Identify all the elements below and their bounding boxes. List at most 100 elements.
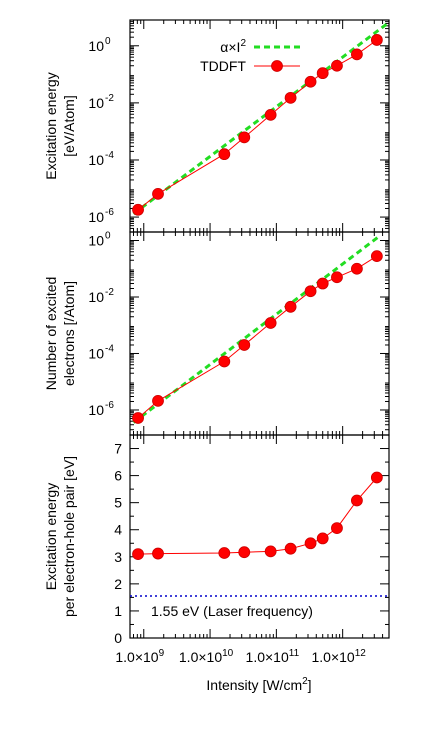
panel-3: 0 1 2 3 4 5 6 7 Excitation energy per electron-ho… bbox=[43, 434, 390, 646]
plot-frame bbox=[129, 434, 390, 639]
y-tick-label: 3 bbox=[114, 549, 122, 565]
x-axis-label-text: Intensity [W/cm bbox=[206, 677, 302, 693]
y-tick-label: 10 bbox=[88, 402, 104, 418]
tddft-point bbox=[316, 532, 329, 545]
tddft-point bbox=[238, 131, 251, 144]
y-tick-label-exp: -4 bbox=[105, 343, 114, 354]
tddft-point bbox=[370, 250, 383, 263]
y-tick-label: 4 bbox=[114, 522, 122, 538]
x-tick-label-base: 1.0×10 bbox=[246, 649, 289, 665]
tddft-point bbox=[351, 494, 363, 507]
y-tick-label-base: 10 bbox=[88, 233, 104, 249]
y-tick-label-base: 1 bbox=[114, 603, 122, 619]
tddft-point bbox=[370, 34, 383, 46]
y-axis-label: per electron-hole pair [eV] bbox=[61, 456, 77, 617]
y-tick-label: 6 bbox=[114, 468, 122, 484]
tddft-point bbox=[304, 75, 317, 88]
y-tick-label-base: 3 bbox=[114, 549, 122, 565]
y-tick-label-base: 6 bbox=[114, 468, 122, 484]
tddft-point bbox=[238, 546, 251, 559]
tddft-point bbox=[351, 48, 363, 61]
y-tick-label: 5 bbox=[114, 495, 122, 511]
tddft-point bbox=[132, 548, 144, 560]
tddft-point bbox=[264, 317, 277, 329]
y-tick-label-base: 10 bbox=[88, 95, 104, 111]
tddft-point bbox=[316, 67, 329, 80]
y-tick-label: 1 bbox=[114, 603, 122, 619]
legend-label-text: α×I bbox=[220, 39, 240, 55]
y-tick-label: 10 bbox=[88, 152, 104, 168]
tddft-point bbox=[370, 471, 383, 484]
y-tick-label-base: 10 bbox=[88, 402, 104, 418]
x-tick-label-base: 1.0×10 bbox=[179, 649, 222, 665]
y-tick-label: 0 bbox=[114, 630, 122, 646]
y-tick-label-base: 10 bbox=[88, 289, 104, 305]
tddft-point bbox=[152, 394, 164, 407]
legend-swatch-marker bbox=[271, 60, 283, 72]
tddft-point bbox=[331, 271, 343, 284]
tddft-point bbox=[152, 187, 164, 200]
x-tick-label: 1.0×1011 bbox=[246, 648, 300, 665]
x-tick-label-base: 1.0×10 bbox=[311, 649, 354, 665]
tddft-point bbox=[264, 108, 277, 121]
y-tick-label: 10 bbox=[88, 95, 104, 111]
y-tick-label-base: 10 bbox=[88, 209, 104, 225]
laser-frequency-label: 1.55 eV (Laser frequency) bbox=[151, 603, 313, 619]
y-tick-label: 2 bbox=[114, 576, 122, 592]
y-tick-label-base: 2 bbox=[114, 576, 122, 592]
x-axis-label-suffix: ] bbox=[308, 677, 312, 693]
y-axis-label: Excitation energy bbox=[43, 483, 59, 590]
tddft-point bbox=[304, 537, 317, 550]
x-tick-label-exp: 12 bbox=[355, 648, 367, 659]
series-group bbox=[132, 236, 383, 424]
x-tick-label: 1.0×109 bbox=[115, 648, 164, 665]
y-tick-label-base: 0 bbox=[114, 630, 122, 646]
y-tick-label: 10 bbox=[88, 233, 104, 249]
fit-line-alpha-i2 bbox=[132, 21, 389, 216]
tddft-point bbox=[132, 203, 144, 216]
series-group bbox=[132, 21, 389, 216]
tddft-point bbox=[218, 148, 231, 161]
y-tick-label: 10 bbox=[88, 209, 104, 225]
x-axis-label-exp: 2 bbox=[302, 676, 308, 687]
tddft-point bbox=[218, 547, 231, 559]
tddft-point bbox=[152, 547, 164, 560]
y-tick-label: 10 bbox=[88, 345, 104, 361]
y-tick-label: 7 bbox=[114, 441, 122, 457]
y-tick-label-base: 7 bbox=[114, 441, 122, 457]
y-tick-label-exp: 0 bbox=[105, 36, 111, 47]
tddft-point bbox=[284, 542, 297, 555]
y-axis-label: Excitation energy bbox=[43, 72, 59, 179]
tddft-point bbox=[331, 59, 343, 72]
tddft-point bbox=[351, 262, 363, 275]
y-tick-label-exp: -6 bbox=[105, 400, 114, 411]
tddft-point bbox=[331, 522, 343, 535]
y-axis-label: Number of excited bbox=[43, 277, 59, 391]
tddft-point bbox=[304, 285, 317, 298]
y-tick-label: 10 bbox=[88, 289, 104, 305]
legend-label-exp: 2 bbox=[240, 38, 246, 49]
tddft-point bbox=[238, 339, 251, 351]
x-tick-label-exp: 10 bbox=[222, 648, 234, 659]
x-tick-label: 1.0×1012 bbox=[311, 648, 366, 665]
tddft-point bbox=[132, 412, 144, 424]
y-axis-label: electrons [/Atom] bbox=[61, 281, 77, 386]
y-tick-label-exp: 0 bbox=[105, 231, 111, 242]
x-tick-label: 1.0×1010 bbox=[179, 648, 234, 665]
legend-label-text: TDDFT bbox=[200, 58, 246, 74]
y-tick-label-exp: -4 bbox=[105, 150, 114, 161]
legend-label: TDDFT bbox=[200, 58, 246, 74]
y-tick-label: 10 bbox=[88, 38, 104, 54]
tddft-point bbox=[264, 545, 277, 558]
y-tick-label-exp: -2 bbox=[105, 93, 114, 104]
y-tick-label-base: 10 bbox=[88, 152, 104, 168]
series-group bbox=[132, 471, 383, 560]
x-tick-label-exp: 11 bbox=[289, 648, 300, 659]
y-tick-label-base: 10 bbox=[88, 38, 104, 54]
y-tick-label-base: 10 bbox=[88, 345, 104, 361]
x-tick-label-exp: 9 bbox=[159, 648, 165, 659]
x-axis-label: Intensity [W/cm2] bbox=[206, 676, 311, 693]
